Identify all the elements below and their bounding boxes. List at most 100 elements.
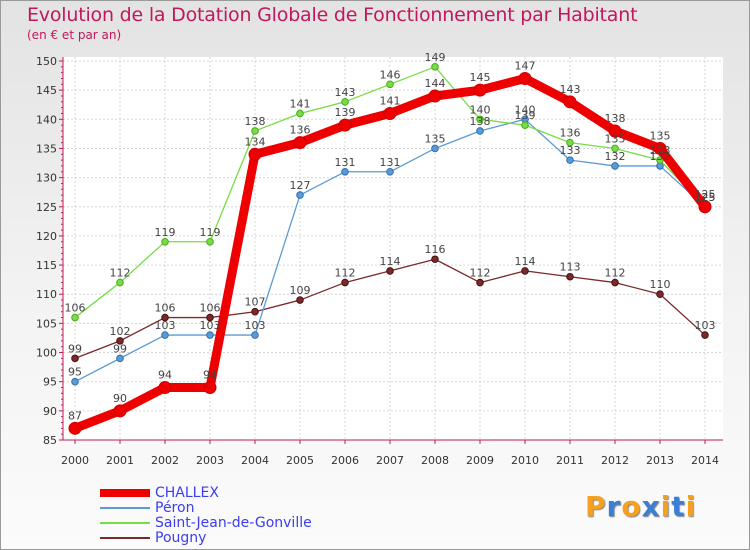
data-label: 133 — [560, 144, 581, 157]
legend-swatch-pougny — [100, 537, 150, 539]
data-label: 135 — [425, 132, 446, 145]
data-label: 94 — [158, 369, 172, 382]
data-point — [71, 354, 79, 363]
data-label: 135 — [650, 129, 671, 142]
data-label: 132 — [650, 150, 671, 163]
data-label: 106 — [200, 302, 221, 315]
data-point — [71, 313, 79, 322]
x-tick-label: 2012 — [601, 454, 629, 467]
data-point — [206, 331, 214, 339]
data-label: 87 — [68, 409, 82, 422]
data-point — [71, 377, 79, 386]
data-label: 136 — [560, 127, 581, 140]
x-tick-label: 2002 — [151, 454, 179, 467]
logo-letter: r — [606, 490, 622, 523]
legend-swatch-peron — [100, 507, 150, 509]
data-point — [296, 191, 304, 199]
data-point — [116, 278, 124, 287]
data-label: 144 — [425, 77, 446, 90]
legend-label-pougny: Pougny — [155, 530, 207, 546]
x-tick-label: 2008 — [421, 454, 449, 467]
data-point — [386, 167, 394, 176]
data-label: 112 — [605, 267, 626, 280]
data-label: 107 — [245, 296, 266, 309]
legend-label-challex: CHALLEX — [155, 485, 219, 501]
legend-swatch-saint-jean — [100, 522, 150, 524]
data-point — [206, 313, 214, 322]
legend-label-peron: Péron — [155, 500, 195, 516]
proxiti-logo: Proxiti — [585, 490, 696, 523]
logo-letter: P — [585, 490, 607, 523]
y-tick-label: 150 — [36, 55, 57, 68]
data-point — [566, 138, 574, 147]
data-point — [383, 106, 397, 120]
data-point — [608, 124, 622, 138]
data-label: 106 — [155, 302, 176, 315]
data-label: 146 — [380, 68, 401, 81]
data-point — [431, 63, 439, 71]
data-point — [611, 144, 619, 153]
legend-swatch-challex — [100, 489, 150, 497]
data-point — [248, 147, 262, 161]
data-label: 116 — [425, 243, 446, 256]
data-point — [431, 255, 439, 264]
data-point — [476, 115, 484, 124]
data-point — [566, 272, 574, 281]
data-point — [251, 331, 259, 339]
data-label: 131 — [380, 156, 401, 169]
data-label: 110 — [650, 278, 671, 291]
data-label: 95 — [68, 366, 82, 379]
data-label: 125 — [695, 191, 716, 204]
x-tick-label: 2009 — [466, 454, 494, 467]
data-label: 131 — [335, 156, 356, 169]
y-tick-label: 140 — [36, 113, 57, 126]
data-label: 103 — [695, 319, 716, 332]
data-point — [611, 162, 619, 170]
data-label: 136 — [290, 124, 311, 137]
y-tick-label: 130 — [36, 172, 57, 185]
data-point — [203, 381, 217, 395]
data-label: 141 — [380, 94, 401, 107]
data-label: 119 — [155, 226, 176, 239]
data-label: 119 — [200, 226, 221, 239]
y-tick-label: 145 — [36, 84, 57, 97]
y-tick-label: 105 — [36, 317, 57, 330]
data-label: 132 — [605, 150, 626, 163]
data-point — [116, 337, 124, 345]
data-label: 109 — [290, 284, 311, 297]
data-label: 149 — [425, 51, 446, 64]
data-point — [296, 109, 304, 118]
data-label: 139 — [515, 109, 536, 122]
data-label: 133 — [650, 144, 671, 157]
data-label: 112 — [110, 267, 131, 280]
y-tick-label: 120 — [36, 230, 57, 243]
data-point — [611, 278, 619, 287]
y-tick-label: 95 — [43, 376, 57, 389]
data-point — [386, 80, 394, 89]
x-tick-label: 2013 — [646, 454, 674, 467]
data-label: 103 — [245, 319, 266, 332]
data-label: 134 — [245, 135, 266, 148]
data-label: 140 — [515, 103, 536, 116]
y-tick-label: 85 — [43, 434, 57, 447]
data-label: 138 — [470, 115, 491, 128]
data-point — [161, 331, 169, 339]
data-label: 114 — [515, 255, 536, 268]
data-point — [341, 98, 349, 106]
data-label: 112 — [335, 267, 356, 280]
data-label: 94 — [203, 369, 217, 382]
data-point — [341, 167, 349, 176]
data-label: 143 — [335, 86, 356, 99]
data-point — [521, 267, 529, 275]
x-tick-label: 2004 — [241, 454, 269, 467]
data-point — [518, 71, 532, 85]
plot-area — [63, 57, 723, 440]
data-label: 99 — [113, 342, 127, 355]
data-point — [521, 121, 529, 129]
data-point — [566, 156, 574, 164]
data-point — [158, 381, 172, 395]
data-label: 139 — [335, 106, 356, 119]
data-point — [563, 95, 577, 109]
data-point — [701, 331, 709, 339]
data-label: 112 — [470, 267, 491, 280]
